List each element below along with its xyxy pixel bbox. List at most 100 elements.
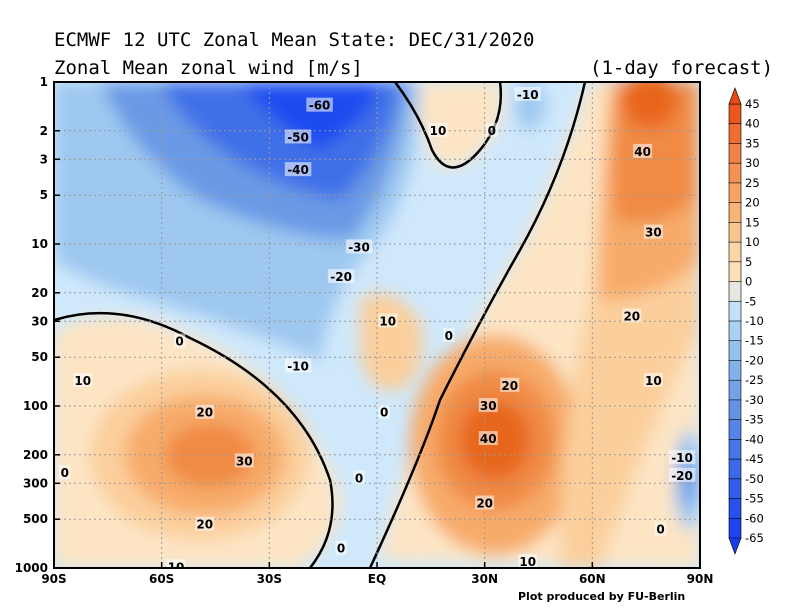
contour-label-bg	[335, 540, 347, 555]
contour-label-bg	[345, 239, 373, 254]
contour-label: 10	[519, 555, 536, 569]
contour-labels: -60 -50 -40 -30 -20 -10 -10 -10 -20 0 0 0 0 0 0 0 0 10 10 1…	[59, 86, 696, 569]
colorbar-segment	[728, 439, 742, 460]
colorbar-label: -55	[745, 492, 764, 506]
chart-title-line1: ECMWF 12 UTC Zonal Mean State: DEC/31/20…	[54, 29, 534, 51]
x-tick-label: 60N	[579, 572, 606, 586]
colorbar: 45 40 35 30 25 20 15 10 5 0 -5 -10 -15 -20 -25 -30 -35 -4…	[728, 87, 764, 555]
colorbar-label: -25	[745, 373, 764, 387]
colorbar-label: -45	[745, 452, 764, 466]
contour-label: 0	[175, 335, 183, 349]
contour-label-bg	[478, 398, 498, 412]
y-tick-label: 1000	[15, 561, 48, 575]
colorbar-label: -5	[745, 294, 756, 308]
credit-text: Plot produced by FU-Berlin	[518, 590, 685, 603]
colorbar-label: -40	[745, 432, 764, 446]
y-tick-label: 2	[40, 124, 48, 138]
colorbar-segment	[728, 182, 742, 204]
colorbar-segment	[728, 241, 742, 263]
contour-label: 0	[355, 471, 363, 485]
contour-label: 40	[480, 432, 497, 446]
x-axis: 90S 60S 30S EQ 30N 60N 90N	[41, 562, 713, 586]
upper-positive	[395, 82, 502, 168]
contour-label-bg	[428, 122, 448, 137]
eq-positive	[360, 293, 423, 391]
contour-label-bg	[195, 404, 215, 419]
colorbar-segment	[728, 123, 742, 145]
contour-label: 30	[236, 454, 253, 468]
colorbar-label: -35	[745, 413, 764, 427]
colorbar-segment	[728, 458, 742, 480]
contour-label-bg	[306, 97, 333, 112]
colorbar-segment	[728, 517, 742, 539]
x-tick-label: 90N	[687, 572, 714, 586]
contour-label: 20	[196, 406, 213, 420]
contour-label: -10	[287, 359, 309, 373]
grid-lines	[54, 82, 700, 568]
colorbar-label: -65	[745, 531, 764, 545]
x-tick-label: 90S	[41, 572, 66, 586]
contour-label-bg	[284, 162, 312, 177]
contour-label-bg	[378, 313, 398, 328]
zero-contour-upper	[394, 82, 502, 169]
colorbar-segment	[728, 222, 742, 243]
y-tick-label: 100	[23, 399, 48, 413]
contour-label-bg	[622, 308, 642, 323]
contour-label-bg	[353, 470, 365, 485]
y-tick-label: 300	[23, 476, 48, 490]
contour-label: 20	[623, 309, 640, 323]
zero-contour-sh	[54, 311, 334, 568]
contour-label: -50	[287, 130, 309, 144]
colorbar-label: -50	[745, 472, 764, 486]
contour-label: 40	[634, 145, 651, 159]
contour-label-bg	[284, 358, 312, 373]
colorbar-label: 5	[745, 255, 752, 269]
contour-label-bg	[234, 453, 254, 468]
contour-label: 10	[645, 374, 662, 388]
colorbar-segment	[728, 103, 742, 125]
contour-label: 10	[430, 124, 447, 138]
zero-contours	[54, 82, 587, 568]
colorbar-segment	[728, 360, 742, 381]
colorbar-label: -60	[745, 511, 764, 525]
contour-label: -60	[309, 99, 331, 113]
colorbar-label: -20	[745, 353, 764, 367]
x-tick-label: 30S	[257, 572, 282, 586]
colorbar-label: 20	[745, 196, 760, 210]
contour-label-bg	[518, 554, 538, 568]
contour-label-bg	[173, 333, 186, 348]
contour-label-bg	[195, 516, 215, 531]
contour-label-bg	[514, 86, 541, 101]
colorbar-label: 35	[745, 136, 760, 150]
contour-label-bg	[500, 377, 520, 392]
contour-label: -20	[671, 469, 693, 483]
contour-label: 10	[74, 374, 91, 388]
x-tick-label: 60S	[149, 572, 174, 586]
contour-label: 0	[445, 329, 453, 343]
colorbar-label: -30	[745, 393, 764, 407]
colorbar-label: 40	[745, 117, 760, 131]
y-tick-label: 1	[40, 75, 48, 89]
colorbar-segment	[728, 379, 742, 401]
x-tick-label: EQ	[368, 572, 386, 586]
colorbar-segment	[728, 202, 742, 224]
colorbar-segment	[728, 162, 742, 184]
contour-label-bg	[59, 465, 71, 480]
colorbar-segment	[728, 300, 742, 322]
contour-label: 0	[380, 406, 388, 420]
colorbar-label: 0	[745, 275, 752, 289]
chart-title-line2: Zonal Mean zonal wind [m/s]	[54, 57, 363, 79]
y-tick-label: 500	[23, 512, 48, 526]
contour-label-bg	[633, 143, 653, 158]
colorbar-segment	[728, 261, 742, 283]
x-tick-label: 30N	[471, 572, 498, 586]
colorbar-label: 30	[745, 156, 760, 170]
contour-label-bg	[654, 521, 667, 536]
contour-label: 10	[379, 314, 396, 328]
zero-contour-nh	[368, 82, 587, 568]
contour-label: 20	[196, 518, 213, 532]
contour-label: 0	[61, 466, 69, 480]
y-tick-label: 20	[31, 286, 48, 300]
contour-label-bg	[478, 431, 498, 446]
